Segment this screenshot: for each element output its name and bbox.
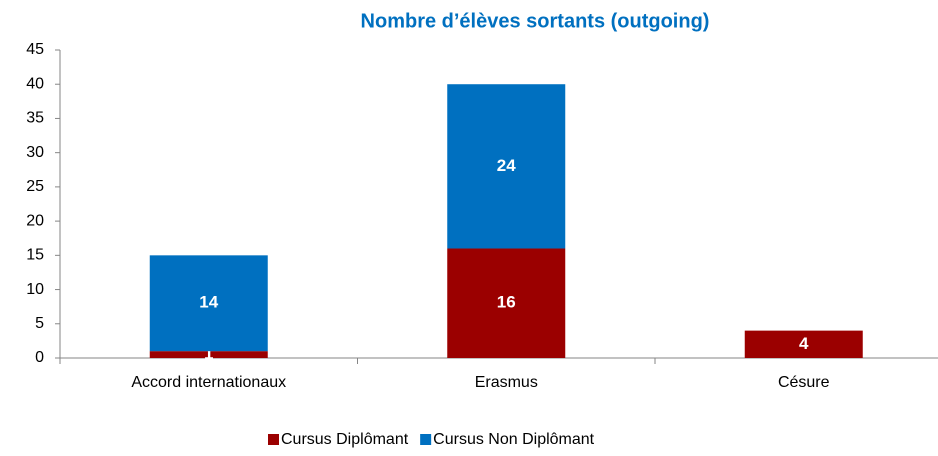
bar-segment [149, 255, 268, 352]
y-tick-label: 10 [26, 281, 44, 298]
legend-label: Cursus Non Diplômant [433, 431, 595, 448]
x-tick-label: Erasmus [475, 374, 538, 391]
y-tick-label: 45 [26, 41, 44, 58]
data-label: 4 [799, 334, 809, 353]
y-tick-label: 15 [26, 247, 44, 264]
y-tick-label: 40 [26, 75, 44, 92]
bar-segment [447, 84, 566, 249]
y-tick-label: 35 [26, 110, 44, 127]
legend-swatch [268, 434, 279, 445]
chart-title: Nombre d’élèves sortants (outgoing) [361, 10, 710, 32]
y-tick-label: 20 [26, 212, 44, 229]
x-tick-label: Césure [778, 374, 830, 391]
bar-segment [447, 248, 566, 358]
y-tick-label: 5 [35, 315, 44, 332]
y-tick-label: 25 [26, 178, 44, 195]
y-tick-label: 30 [26, 144, 44, 161]
legend-label: Cursus Diplômant [281, 431, 409, 448]
bar-segment [744, 330, 863, 358]
data-label: 14 [199, 293, 218, 312]
data-label: 24 [497, 156, 516, 175]
data-label: 16 [497, 293, 516, 312]
data-label: 1 [204, 344, 213, 363]
legend-swatch [420, 434, 432, 445]
x-tick-label: Accord internationaux [131, 374, 286, 391]
y-tick-label: 0 [35, 349, 44, 366]
bar-segment [149, 351, 268, 358]
